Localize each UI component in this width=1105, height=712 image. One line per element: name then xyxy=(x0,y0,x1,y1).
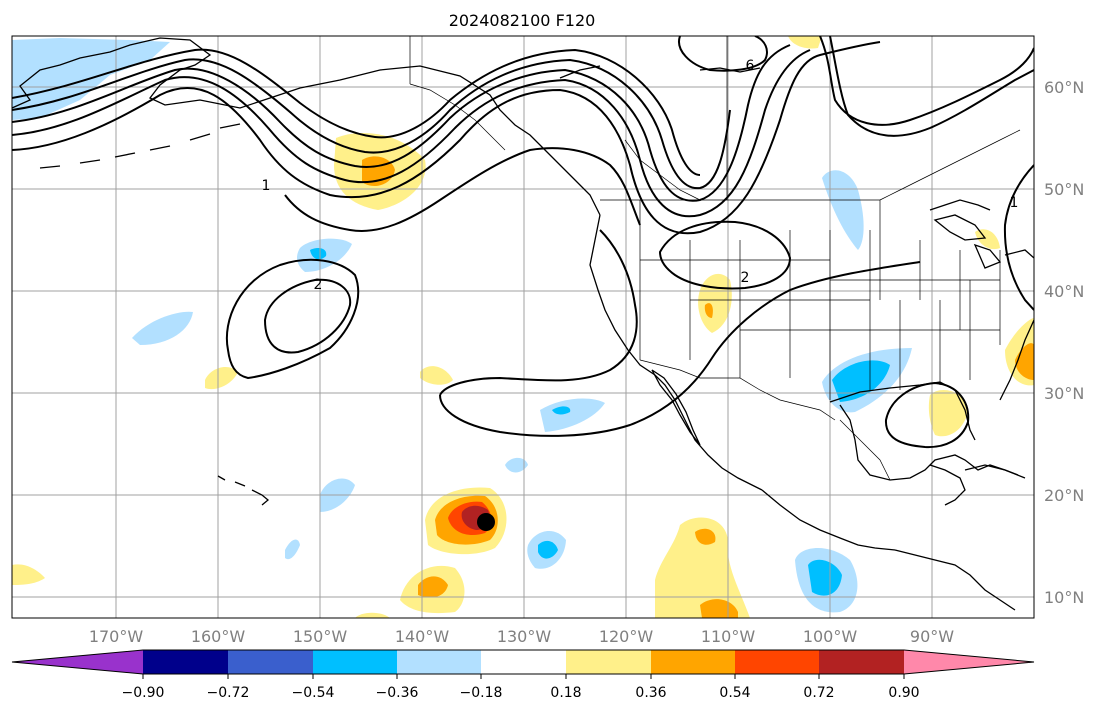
colorbar-tick-label: −0.90 xyxy=(122,685,165,701)
colorbar-tick-label: −0.72 xyxy=(207,685,250,701)
map-frame xyxy=(11,35,1035,619)
positive-anomaly-mexico-core xyxy=(695,528,716,545)
hawaii xyxy=(217,475,270,506)
colorbar-tick-label: 0.90 xyxy=(888,685,919,701)
colorbar: −0.90 −0.72 −0.54 −0.36 −0.18 0.18 0.36 … xyxy=(11,649,1035,701)
lat-label: 40°N xyxy=(1044,282,1084,301)
colorbar-segment xyxy=(228,650,314,674)
negative-anomaly-baja-core xyxy=(552,406,571,415)
cuba xyxy=(964,464,1026,479)
positive-anomaly-mexico-coast xyxy=(655,517,750,618)
aleutian-islands xyxy=(39,123,241,169)
colorbar-segment xyxy=(397,650,482,674)
positive-anomaly-bottom xyxy=(355,612,390,618)
positive-anomaly-far-west xyxy=(12,564,45,585)
positive-anomaly-top xyxy=(788,36,822,49)
positive-anomaly-florida xyxy=(928,390,968,437)
lon-label: 140°W xyxy=(395,627,450,646)
colorbar-segment xyxy=(819,650,905,674)
contour-label: 2 xyxy=(314,277,323,293)
positive-anomaly-southeast-core xyxy=(1015,343,1034,380)
colorbar-segment xyxy=(735,650,820,674)
lat-label: 30°N xyxy=(1044,384,1084,403)
lon-label: 130°W xyxy=(497,627,552,646)
colorbar-tick-label: −0.36 xyxy=(376,685,419,701)
gulf-coast xyxy=(839,404,1019,481)
colorbar-tick-label: 0.54 xyxy=(719,685,750,701)
negative-anomaly-pacific-mexico-core xyxy=(808,559,842,596)
negative-anomaly-plains xyxy=(822,170,864,250)
positive-anomaly-west xyxy=(205,366,238,390)
negative-anomaly-west xyxy=(132,311,193,345)
hudson-area xyxy=(929,199,991,211)
latitude-labels: 60°N 50°N 40°N 30°N 20°N 10°N xyxy=(1044,78,1084,607)
contour-label: 6 xyxy=(746,58,755,74)
contour-label: 1 xyxy=(1010,195,1019,211)
central-america xyxy=(894,549,1016,611)
negative-anomaly-south-core xyxy=(538,540,558,559)
chart-title: 2024082100 F120 xyxy=(449,11,596,30)
contour-low-inner xyxy=(263,278,352,354)
lon-label: 160°W xyxy=(191,627,246,646)
storm-center-marker xyxy=(477,513,495,531)
lon-label: 120°W xyxy=(599,627,654,646)
contour-labels: 1 2 2 1 6 xyxy=(262,58,1019,293)
lon-label: 90°W xyxy=(910,627,954,646)
east-coast xyxy=(999,319,1034,401)
alaska-coast xyxy=(12,37,601,216)
yucatan xyxy=(929,464,966,506)
negative-anomaly-nepac-core xyxy=(310,248,327,260)
colorbar-tick-label: −0.18 xyxy=(460,685,503,701)
positive-anomaly-intermountain-core xyxy=(704,303,713,318)
longitude-labels: 170°W 160°W 150°W 140°W 130°W 120°W 110°… xyxy=(89,627,954,646)
lon-label: 110°W xyxy=(701,627,756,646)
colorbar-segment xyxy=(651,650,736,674)
contour-gulf-loop xyxy=(884,381,970,449)
contour-low-ring xyxy=(225,258,360,380)
colorbar-segment xyxy=(904,650,1034,674)
colorbar-segment xyxy=(12,650,144,674)
negative-anomaly-hawaii-south xyxy=(285,539,300,560)
colorbar-segment xyxy=(313,650,398,674)
negative-anomaly-baja xyxy=(540,398,605,432)
mexico-west-coast xyxy=(761,489,896,551)
us-west-coast xyxy=(589,214,763,491)
positive-anomaly-mid xyxy=(420,366,453,385)
negative-anomaly-small xyxy=(505,457,528,473)
colorbar-segment xyxy=(481,650,567,674)
positive-anomaly-southwest-core xyxy=(418,576,448,598)
graticule xyxy=(12,36,1034,618)
positive-anomaly-michigan xyxy=(975,229,1000,250)
political-borders xyxy=(409,36,1021,481)
lon-label: 170°W xyxy=(89,627,144,646)
lat-label: 20°N xyxy=(1044,486,1084,505)
colorbar-tick-label: 0.72 xyxy=(803,685,834,701)
lon-label: 150°W xyxy=(293,627,348,646)
colorbar-tick-label: −0.54 xyxy=(292,685,335,701)
lat-label: 10°N xyxy=(1044,588,1084,607)
map-area: 1 2 2 1 6 xyxy=(12,36,1034,618)
baja-california xyxy=(651,369,701,446)
colorbar-tick-label: 0.36 xyxy=(635,685,666,701)
lat-label: 50°N xyxy=(1044,180,1084,199)
lat-label: 60°N xyxy=(1044,78,1084,97)
negative-anomaly-texas-core xyxy=(832,360,890,402)
colorbar-segment xyxy=(143,650,229,674)
height-contours xyxy=(12,36,1034,449)
colorbar-segment xyxy=(566,650,652,674)
contour-label: 1 xyxy=(262,178,271,194)
contour-label: 2 xyxy=(741,270,750,286)
lon-label: 100°W xyxy=(803,627,858,646)
colorbar-tick-label: 0.18 xyxy=(550,685,581,701)
